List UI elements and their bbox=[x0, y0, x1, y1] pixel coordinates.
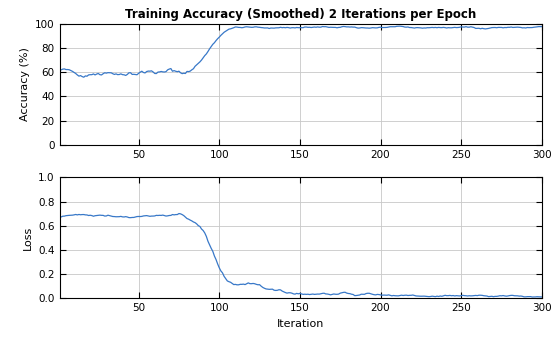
X-axis label: Iteration: Iteration bbox=[277, 319, 324, 329]
Title: Training Accuracy (Smoothed) 2 Iterations per Epoch: Training Accuracy (Smoothed) 2 Iteration… bbox=[125, 8, 477, 21]
Y-axis label: Accuracy (%): Accuracy (%) bbox=[20, 48, 30, 121]
Y-axis label: Loss: Loss bbox=[22, 226, 32, 250]
